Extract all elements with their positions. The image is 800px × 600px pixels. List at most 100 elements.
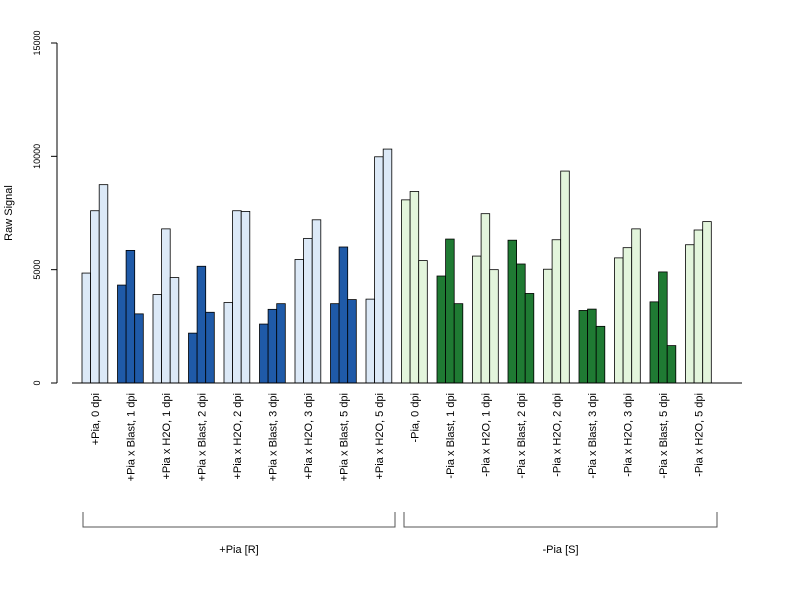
x-tick-label: +Pia x Blast, 3 dpi bbox=[267, 393, 279, 481]
bar-group bbox=[294, 219, 322, 384]
bar bbox=[409, 191, 420, 384]
bar-group bbox=[401, 191, 428, 384]
bar bbox=[418, 260, 428, 384]
bar bbox=[223, 302, 234, 384]
bar-group bbox=[507, 239, 535, 384]
category-labels: +Pia, 0 dpi +Pia x Blast, 1 dpi +Pia x H2O… bbox=[90, 393, 706, 481]
bar bbox=[587, 308, 597, 384]
group-label: -Pia [S] bbox=[542, 544, 578, 556]
x-tick-label: +Pia x H2O, 5 dpi bbox=[374, 393, 386, 480]
bar bbox=[382, 148, 393, 384]
bar-group bbox=[365, 148, 393, 384]
group-bracket: -Pia [S] bbox=[403, 512, 718, 556]
bar bbox=[614, 257, 624, 384]
bar bbox=[622, 247, 633, 384]
x-tick-label: -Pia x H2O, 5 dpi bbox=[693, 393, 705, 477]
bar bbox=[685, 244, 695, 384]
x-tick-label: -Pia x Blast, 3 dpi bbox=[587, 393, 599, 479]
bar bbox=[666, 345, 677, 384]
bar-group bbox=[614, 228, 641, 384]
bar bbox=[311, 219, 322, 384]
bar bbox=[259, 323, 269, 384]
bar bbox=[303, 237, 313, 384]
bar-group bbox=[578, 308, 606, 384]
group-bracket: +Pia [R] bbox=[82, 512, 396, 556]
bar bbox=[232, 210, 242, 384]
x-tick-label: -Pia x Blast, 1 dpi bbox=[445, 393, 457, 479]
bar bbox=[169, 277, 180, 384]
group-brackets: +Pia [R] -Pia [S] bbox=[82, 512, 718, 556]
bar-group bbox=[259, 303, 286, 384]
bar bbox=[516, 263, 526, 384]
bar bbox=[330, 303, 340, 384]
bar bbox=[205, 311, 215, 384]
x-tick-label: -Pia x Blast, 5 dpi bbox=[658, 393, 670, 479]
x-tick-label: -Pia x H2O, 2 dpi bbox=[551, 393, 563, 477]
bar bbox=[152, 294, 163, 384]
bar bbox=[436, 275, 447, 384]
bar bbox=[702, 221, 712, 384]
bar bbox=[161, 228, 171, 384]
bar bbox=[480, 213, 491, 384]
bar-group bbox=[472, 213, 499, 384]
bar bbox=[445, 238, 455, 384]
bar bbox=[188, 332, 198, 384]
y-axis-title: Raw Signal bbox=[3, 185, 15, 241]
bar-group bbox=[649, 271, 677, 384]
bar bbox=[551, 239, 562, 384]
bar-group bbox=[223, 210, 251, 384]
bar-group bbox=[81, 184, 109, 384]
bar bbox=[347, 299, 357, 384]
bar-group bbox=[436, 238, 464, 384]
bracket-line bbox=[82, 512, 396, 528]
bar bbox=[524, 293, 535, 384]
y-tick-label: 5000 bbox=[32, 260, 42, 280]
bar bbox=[117, 284, 127, 384]
bar-group bbox=[117, 249, 144, 384]
bar-group bbox=[188, 265, 215, 384]
bar-group bbox=[543, 170, 570, 384]
x-tick-label: -Pia x Blast, 2 dpi bbox=[516, 393, 528, 479]
x-tick-label: +Pia, 0 dpi bbox=[90, 393, 102, 445]
bar-group bbox=[152, 228, 180, 384]
bar bbox=[489, 269, 499, 384]
bar bbox=[595, 325, 606, 384]
bar bbox=[338, 246, 349, 384]
bar bbox=[294, 259, 305, 384]
x-tick-label: +Pia x Blast, 2 dpi bbox=[196, 393, 208, 481]
y-tick-label: 15000 bbox=[32, 30, 42, 55]
bar bbox=[81, 272, 92, 384]
bars bbox=[81, 148, 712, 384]
bar bbox=[134, 313, 144, 384]
bar bbox=[240, 211, 251, 384]
x-tick-label: -Pia x H2O, 1 dpi bbox=[480, 393, 492, 477]
x-tick-label: +Pia x H2O, 3 dpi bbox=[303, 393, 315, 480]
bar-group bbox=[330, 246, 357, 384]
bar bbox=[578, 310, 589, 384]
group-label: +Pia [R] bbox=[219, 544, 258, 556]
bar bbox=[125, 249, 136, 384]
bar bbox=[631, 228, 641, 384]
x-tick-label: +Pia x H2O, 1 dpi bbox=[161, 393, 173, 480]
bar bbox=[453, 303, 464, 384]
bar bbox=[507, 239, 518, 384]
bar-group bbox=[685, 221, 712, 384]
x-tick-label: +Pia x H2O, 2 dpi bbox=[232, 393, 244, 480]
x-tick-label: +Pia x Blast, 1 dpi bbox=[125, 393, 137, 481]
y-axis: 0 5000 10000 15000 bbox=[32, 30, 58, 386]
y-tick-label: 0 bbox=[32, 380, 42, 385]
bar bbox=[267, 308, 278, 384]
bar bbox=[649, 301, 660, 384]
bar bbox=[276, 303, 286, 384]
bar bbox=[374, 156, 384, 384]
bracket-line bbox=[403, 512, 718, 528]
bar bbox=[472, 255, 482, 384]
bar bbox=[90, 210, 100, 384]
bar bbox=[196, 265, 207, 384]
bar bbox=[693, 229, 704, 384]
bar bbox=[560, 170, 570, 384]
x-tick-label: -Pia x H2O, 3 dpi bbox=[622, 393, 634, 477]
x-tick-label: +Pia x Blast, 5 dpi bbox=[338, 393, 350, 481]
